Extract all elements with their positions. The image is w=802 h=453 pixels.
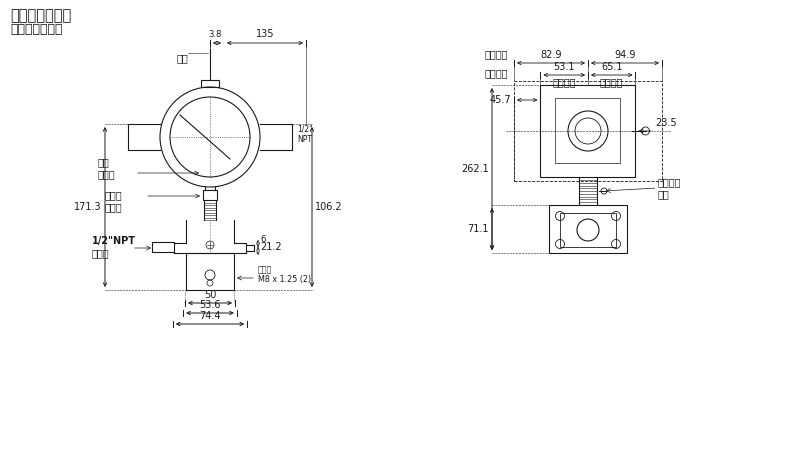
Text: 带指示表: 带指示表 xyxy=(484,49,508,59)
Text: 堵头: 堵头 xyxy=(176,53,188,63)
Text: 71.1: 71.1 xyxy=(467,224,488,234)
Text: 旋转固
定螺栓: 旋转固 定螺栓 xyxy=(105,190,123,212)
Text: 50: 50 xyxy=(204,290,216,300)
Text: 可选外接
地端: 可选外接 地端 xyxy=(657,177,680,199)
Text: 1/2"NPT
内螺纹: 1/2"NPT 内螺纹 xyxy=(92,236,136,258)
Bar xyxy=(513,81,661,181)
Text: 94.9: 94.9 xyxy=(614,50,635,60)
Text: 171.3: 171.3 xyxy=(75,202,102,212)
Text: 74.4: 74.4 xyxy=(199,311,221,321)
Text: 45.7: 45.7 xyxy=(488,95,510,105)
Bar xyxy=(200,80,219,87)
Text: 135: 135 xyxy=(255,29,274,39)
Bar xyxy=(186,253,233,290)
Text: 盖帽可旋: 盖帽可旋 xyxy=(484,68,508,78)
Bar xyxy=(540,85,634,177)
Text: 106.2: 106.2 xyxy=(314,202,342,212)
Text: 典型安装尺寸图: 典型安装尺寸图 xyxy=(10,8,71,23)
Text: 53.6: 53.6 xyxy=(199,300,221,310)
Text: 82.9: 82.9 xyxy=(540,50,561,60)
Text: 参考尺寸：毫米: 参考尺寸：毫米 xyxy=(10,23,63,36)
Text: 262.1: 262.1 xyxy=(460,164,488,174)
Bar xyxy=(549,205,626,253)
Text: 无指示表: 无指示表 xyxy=(552,77,575,87)
Text: 安装孔
M8 x 1.25 (2): 安装孔 M8 x 1.25 (2) xyxy=(257,265,310,284)
Bar xyxy=(555,98,620,163)
Text: 无指示表: 无指示表 xyxy=(599,77,622,87)
Text: 23.5: 23.5 xyxy=(654,118,676,128)
Text: 53.1: 53.1 xyxy=(553,62,574,72)
Text: 6: 6 xyxy=(260,235,265,244)
Text: 1/2"
NPT: 1/2" NPT xyxy=(297,124,312,144)
Text: 3.8: 3.8 xyxy=(208,30,221,39)
Text: 可选
指示表: 可选 指示表 xyxy=(98,157,115,179)
Bar xyxy=(559,213,615,247)
Text: 65.1: 65.1 xyxy=(600,62,622,72)
Text: 21.2: 21.2 xyxy=(260,242,282,252)
Bar xyxy=(203,190,217,200)
